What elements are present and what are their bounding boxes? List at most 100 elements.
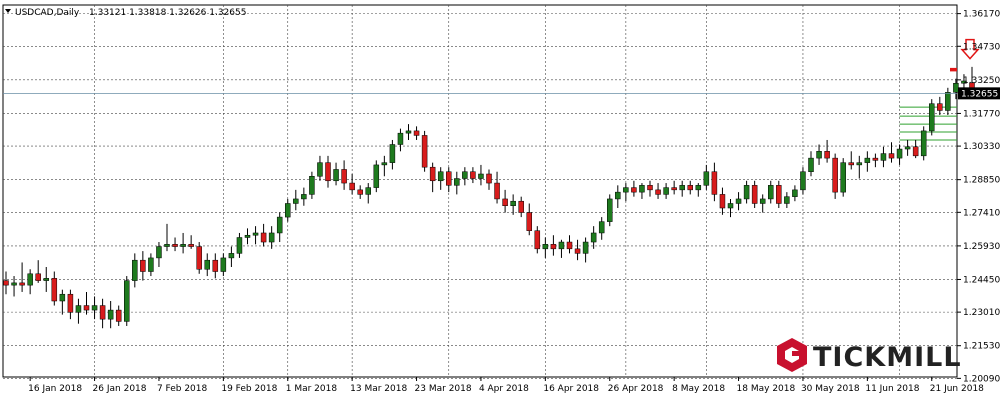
candle — [824, 139, 830, 163]
candle — [590, 226, 597, 249]
candle-body — [582, 241, 589, 254]
y-tick-label: 1.30330 — [963, 142, 1000, 152]
candle — [252, 226, 259, 245]
candle-body — [590, 232, 597, 243]
candle-body — [365, 187, 371, 195]
candle-body — [35, 273, 41, 281]
candle — [663, 183, 669, 199]
candle-body — [776, 185, 782, 204]
y-tick-label: 1.28850 — [963, 176, 1000, 186]
candle-body — [156, 246, 162, 259]
candle-body — [91, 305, 98, 311]
candle — [357, 185, 363, 199]
candle-body — [598, 221, 605, 234]
candle-body — [268, 232, 275, 243]
candle — [542, 237, 549, 258]
candle-body — [864, 157, 871, 163]
dropdown-triangle-icon[interactable] — [5, 9, 11, 13]
candle-body — [929, 103, 935, 132]
candle-body — [615, 191, 621, 200]
candle — [800, 167, 806, 195]
candle-body — [301, 194, 307, 200]
down-arrow-icon — [960, 38, 980, 60]
candle-body — [252, 232, 259, 236]
candle-body — [196, 246, 202, 270]
candle — [502, 189, 508, 213]
candle — [228, 246, 235, 267]
candle — [99, 298, 106, 329]
candle-body — [51, 278, 58, 302]
x-tick-label: 11 Jun 2018 — [865, 384, 919, 394]
candle-body — [631, 187, 637, 193]
candle-body — [236, 237, 243, 254]
candle-body — [293, 198, 299, 204]
candle — [615, 185, 621, 209]
candle — [413, 126, 420, 140]
candle-body — [671, 187, 677, 191]
candle — [19, 262, 25, 292]
candle — [792, 185, 798, 202]
candle — [679, 180, 685, 197]
candle-body — [429, 166, 436, 182]
candle — [204, 253, 210, 277]
candle-body — [220, 257, 227, 272]
candle — [333, 162, 339, 186]
candle — [856, 155, 863, 179]
candle-body — [11, 282, 17, 286]
candle-body — [502, 198, 508, 206]
candle — [623, 183, 629, 202]
y-axis: 1.36170 1.34730 1.33250 1.31770 1.30330 1.288… — [957, 10, 1000, 384]
candle-body — [945, 92, 951, 111]
candle — [743, 180, 750, 204]
candle — [309, 171, 315, 199]
candle-body — [204, 259, 210, 270]
candle-body — [920, 130, 927, 157]
candle — [494, 171, 500, 204]
candle-body — [462, 171, 468, 179]
y-tick-label: 1.23010 — [963, 308, 1000, 318]
candle-body — [244, 234, 251, 238]
candle-body — [405, 130, 412, 134]
x-axis: 16 Jan 2018 26 Jan 2018 7 Feb 2018 19 Feb 2… — [28, 377, 984, 394]
candle-body — [260, 232, 267, 243]
y-tick-label: 1.21530 — [963, 342, 1000, 352]
candle-body — [132, 259, 138, 281]
candle-body — [687, 185, 693, 191]
candle-body — [333, 169, 339, 182]
candle-body — [349, 182, 355, 191]
current-price-box — [958, 87, 1000, 100]
candle — [784, 192, 790, 209]
candle — [647, 180, 653, 197]
candle — [711, 162, 718, 202]
candle-body — [107, 309, 114, 320]
candle-body — [808, 157, 814, 172]
candle-body — [759, 198, 766, 204]
candle — [695, 183, 702, 197]
candle — [51, 271, 58, 306]
candle-body — [454, 178, 460, 186]
candle — [285, 198, 291, 222]
candle-body — [953, 83, 959, 93]
candle-body — [67, 293, 74, 313]
y-tick-label: 1.36170 — [963, 10, 1000, 20]
candle — [405, 124, 412, 140]
candle — [115, 305, 122, 326]
candle-body — [27, 273, 33, 286]
candle-body — [3, 280, 9, 286]
candle — [381, 155, 388, 177]
candle-body — [397, 132, 404, 145]
candle — [929, 99, 935, 136]
candle — [470, 167, 476, 184]
candle — [3, 271, 9, 295]
candle — [244, 228, 251, 245]
candle-body — [510, 200, 516, 206]
candle — [558, 239, 565, 258]
candle-body — [743, 185, 750, 200]
candle — [293, 189, 299, 211]
candle — [59, 289, 66, 315]
candle — [896, 144, 903, 165]
candle-body — [607, 198, 613, 222]
candle — [389, 139, 396, 170]
candle-body — [59, 293, 66, 302]
